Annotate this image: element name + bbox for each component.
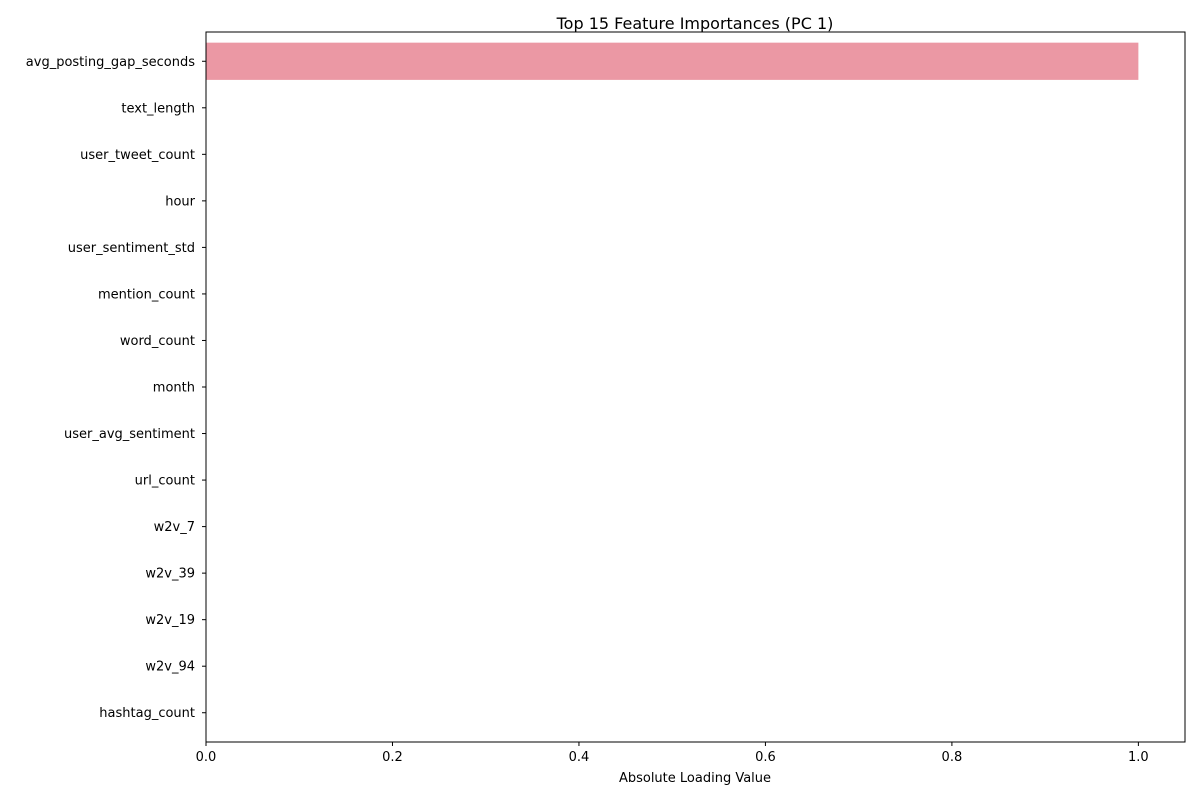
- y-tick-label: w2v_94: [145, 660, 195, 675]
- y-tick-label: avg_posting_gap_seconds: [26, 55, 195, 70]
- y-tick-label: word_count: [120, 334, 195, 349]
- y-tick-label: user_sentiment_std: [68, 241, 195, 256]
- x-tick-label: 0.2: [382, 750, 403, 765]
- y-tick-label: mention_count: [98, 287, 195, 302]
- x-tick-label: 0.8: [942, 750, 963, 765]
- y-tick-label: hour: [165, 194, 195, 209]
- y-tick-label: w2v_7: [154, 520, 195, 535]
- bar-avg_posting_gap_seconds: [206, 43, 1138, 80]
- y-tick-label: w2v_39: [145, 567, 195, 582]
- bars-layer: [206, 43, 1138, 732]
- y-tick-label: hashtag_count: [99, 706, 195, 721]
- y-axis-ticks: avg_posting_gap_seconds text_length user_t…: [26, 55, 206, 721]
- y-tick-label: w2v_19: [145, 613, 195, 628]
- x-tick-label: 0.6: [755, 750, 776, 765]
- x-tick-label: 0.0: [196, 750, 217, 765]
- x-axis-label: Absolute Loading Value: [619, 771, 771, 786]
- x-axis-ticks: 0.0 0.2 0.4 0.6 0.8 1.0: [196, 742, 1149, 765]
- y-tick-label: text_length: [121, 101, 195, 116]
- y-tick-label: month: [153, 381, 195, 396]
- chart-title: Top 15 Feature Importances (PC 1): [556, 14, 834, 33]
- plot-frame: [206, 32, 1185, 742]
- y-tick-label: user_avg_sentiment: [64, 427, 195, 442]
- x-tick-label: 1.0: [1128, 750, 1149, 765]
- x-tick-label: 0.4: [569, 750, 590, 765]
- y-tick-label: url_count: [135, 474, 195, 489]
- y-tick-label: user_tweet_count: [80, 148, 195, 163]
